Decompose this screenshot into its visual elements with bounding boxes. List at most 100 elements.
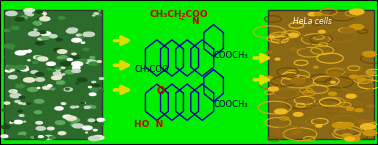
Circle shape	[38, 57, 48, 61]
Circle shape	[28, 31, 33, 33]
Circle shape	[290, 78, 305, 84]
Circle shape	[39, 31, 46, 33]
Circle shape	[27, 103, 30, 104]
Circle shape	[38, 38, 43, 40]
Circle shape	[6, 11, 17, 16]
Circle shape	[65, 70, 74, 74]
Circle shape	[289, 33, 298, 37]
Bar	[268, 10, 374, 139]
Circle shape	[5, 69, 12, 72]
Circle shape	[346, 107, 354, 110]
Circle shape	[72, 53, 76, 55]
Circle shape	[93, 15, 95, 16]
Circle shape	[19, 88, 22, 89]
Circle shape	[76, 34, 81, 36]
Circle shape	[10, 122, 12, 123]
Circle shape	[37, 18, 39, 19]
Text: COOCH₃: COOCH₃	[214, 100, 248, 109]
Circle shape	[90, 93, 92, 94]
Circle shape	[329, 72, 341, 77]
Circle shape	[34, 56, 42, 59]
Circle shape	[55, 69, 60, 71]
Circle shape	[93, 136, 104, 140]
Circle shape	[33, 36, 37, 37]
Circle shape	[46, 58, 51, 60]
Circle shape	[28, 32, 40, 36]
Circle shape	[60, 62, 71, 66]
Circle shape	[57, 57, 63, 59]
Circle shape	[50, 11, 54, 13]
Circle shape	[12, 121, 13, 122]
Circle shape	[15, 17, 24, 21]
Text: COOCH₃: COOCH₃	[214, 51, 248, 60]
Circle shape	[90, 106, 96, 108]
Circle shape	[53, 63, 64, 67]
Circle shape	[14, 120, 22, 124]
Circle shape	[37, 87, 40, 88]
Circle shape	[314, 13, 322, 16]
Circle shape	[66, 116, 76, 120]
Circle shape	[266, 51, 272, 53]
Circle shape	[86, 132, 87, 133]
Circle shape	[98, 124, 103, 126]
Circle shape	[53, 72, 61, 75]
Text: HO  N: HO N	[134, 120, 163, 129]
Circle shape	[90, 105, 92, 106]
Circle shape	[71, 62, 82, 66]
Circle shape	[41, 36, 49, 39]
Circle shape	[63, 115, 71, 118]
Circle shape	[23, 66, 28, 68]
Circle shape	[42, 49, 45, 50]
Circle shape	[61, 103, 66, 104]
Circle shape	[346, 94, 356, 98]
Circle shape	[340, 123, 353, 128]
Circle shape	[49, 27, 57, 30]
Circle shape	[341, 28, 355, 33]
Circle shape	[7, 66, 10, 67]
Text: HeLa cells: HeLa cells	[293, 17, 332, 26]
Text: O: O	[157, 86, 165, 96]
Circle shape	[361, 124, 375, 129]
Circle shape	[19, 133, 26, 135]
Circle shape	[19, 115, 24, 116]
Circle shape	[92, 81, 96, 83]
Circle shape	[88, 136, 99, 141]
Circle shape	[43, 86, 50, 89]
Circle shape	[12, 120, 23, 124]
Circle shape	[15, 65, 26, 69]
Circle shape	[9, 90, 17, 93]
Circle shape	[24, 9, 35, 13]
Circle shape	[36, 56, 44, 59]
Circle shape	[11, 26, 19, 29]
Circle shape	[82, 102, 85, 103]
Circle shape	[35, 22, 41, 25]
Circle shape	[10, 94, 21, 98]
Circle shape	[33, 62, 38, 64]
Circle shape	[17, 69, 23, 71]
Circle shape	[90, 57, 95, 58]
Circle shape	[65, 32, 72, 35]
Circle shape	[36, 122, 42, 124]
Circle shape	[28, 88, 38, 91]
Circle shape	[350, 9, 364, 14]
Circle shape	[97, 118, 104, 121]
Circle shape	[83, 32, 94, 37]
Circle shape	[4, 102, 10, 104]
Circle shape	[99, 10, 101, 11]
Circle shape	[18, 110, 22, 112]
Circle shape	[21, 46, 30, 49]
Circle shape	[59, 15, 70, 19]
Circle shape	[10, 91, 14, 92]
Circle shape	[76, 83, 78, 84]
Circle shape	[68, 28, 77, 32]
Circle shape	[48, 85, 52, 86]
Circle shape	[2, 125, 10, 129]
Circle shape	[94, 13, 98, 14]
Circle shape	[61, 67, 65, 68]
Circle shape	[79, 56, 82, 57]
Circle shape	[63, 74, 65, 75]
Circle shape	[332, 123, 344, 127]
Circle shape	[82, 99, 84, 100]
Circle shape	[71, 124, 76, 126]
Circle shape	[46, 62, 55, 66]
